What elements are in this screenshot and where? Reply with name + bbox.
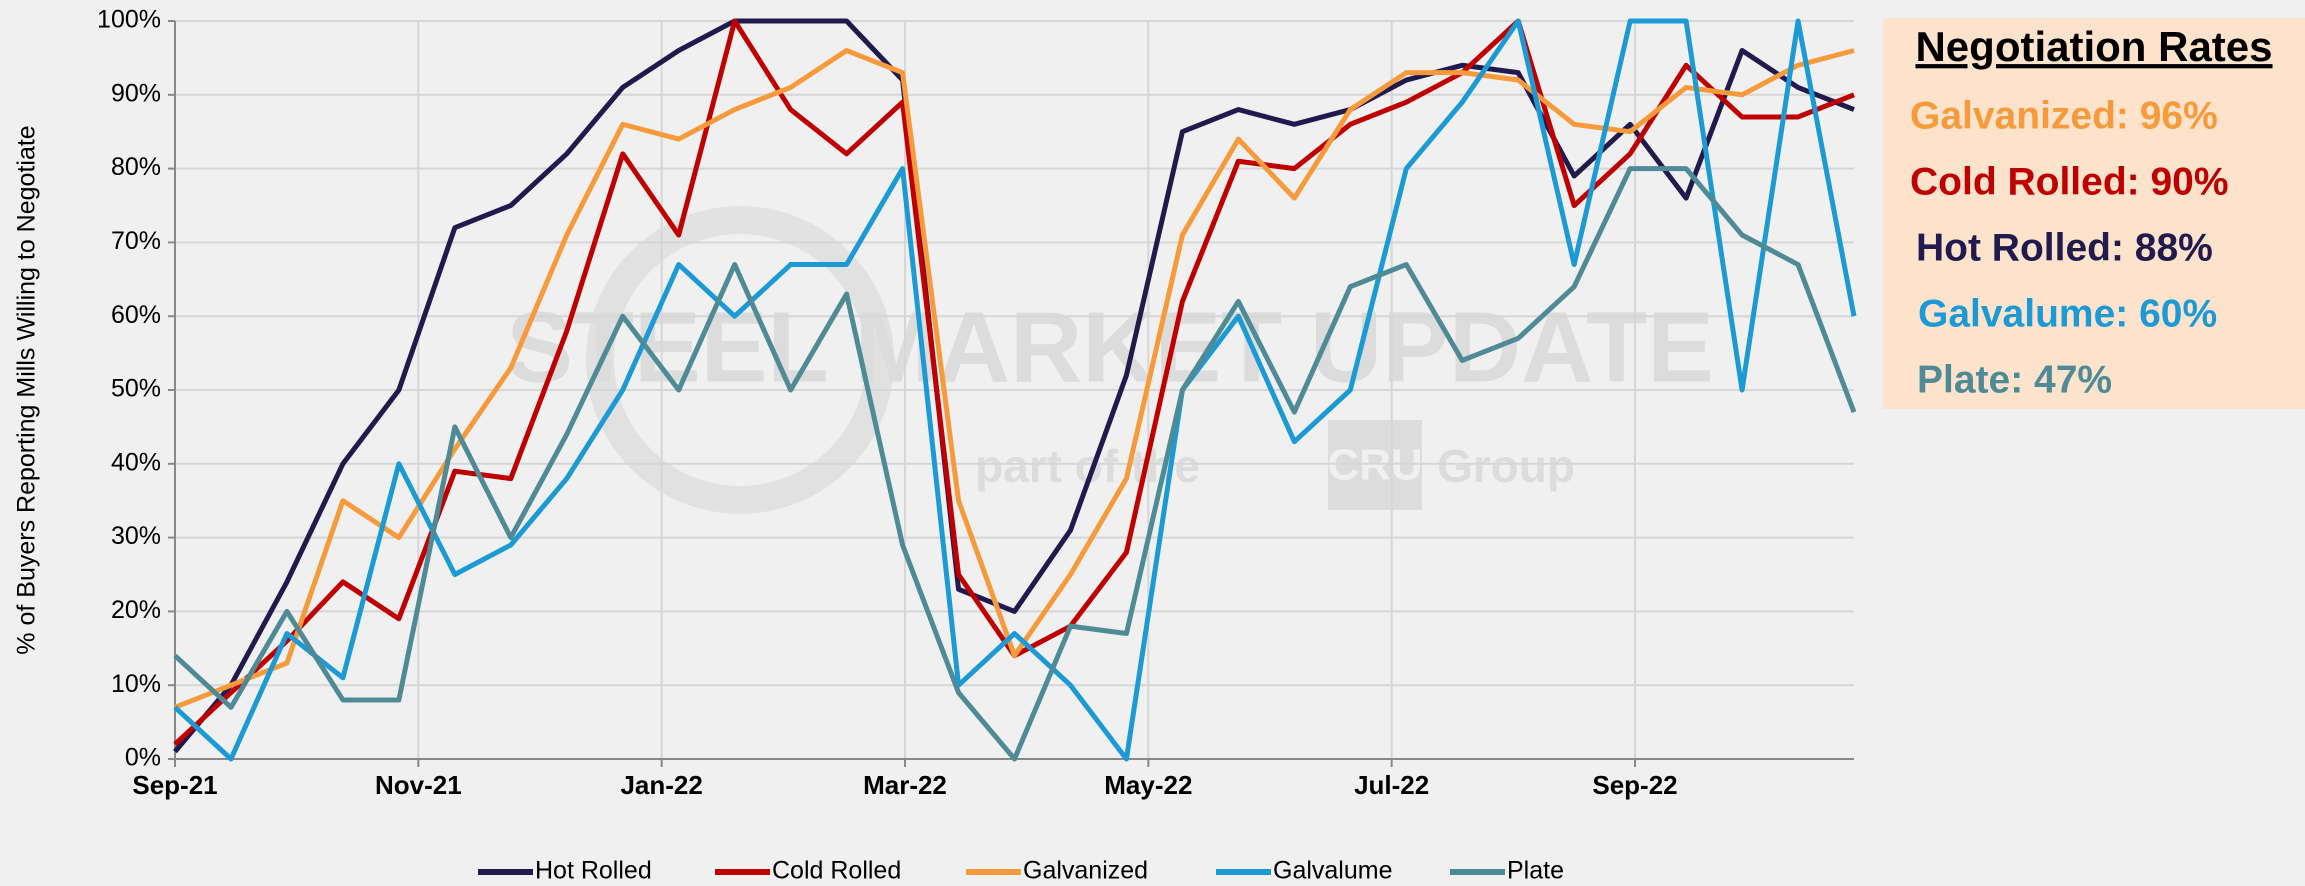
y-tick-label: 10% — [111, 670, 161, 698]
series-line — [173, 166, 1857, 762]
x-tick-label: Sep-22 — [1592, 770, 1677, 800]
y-tick-label: 100% — [97, 6, 161, 34]
panel-item: Galvanized: 96% — [1910, 94, 2218, 137]
y-tick-label: 40% — [111, 448, 161, 476]
x-tick-label: Mar-22 — [863, 770, 947, 800]
panel-item: Hot Rolled: 88% — [1916, 226, 2213, 269]
x-tick-label: May-22 — [1104, 770, 1192, 800]
watermark-group: Group — [1437, 440, 1575, 492]
rates-panel — [1883, 18, 2305, 409]
y-tick-label: 70% — [111, 227, 161, 255]
panel-title: Negotiation Rates — [1915, 23, 2272, 70]
legend-label: Cold Rolled — [772, 857, 901, 885]
watermark-logo: CRU — [1327, 441, 1422, 490]
watermark-brand: STEEL MARKET UPDATE — [506, 291, 1713, 403]
series-line — [174, 48, 1855, 710]
legend-label: Plate — [1507, 857, 1564, 885]
y-tick-label: 0% — [125, 744, 161, 772]
y-tick-label: 80% — [111, 153, 161, 181]
panel-item: Plate: 47% — [1917, 358, 2112, 401]
x-tick-label: Jan-22 — [620, 770, 702, 800]
series-line — [173, 18, 1855, 754]
x-tick-label: Nov-21 — [375, 770, 462, 800]
y-tick-label: 20% — [111, 596, 161, 624]
y-tick-label: 90% — [111, 79, 161, 107]
legend-label: Galvanized — [1023, 857, 1148, 885]
legend-label: Galvalume — [1273, 857, 1393, 885]
legend-label: Hot Rolled — [535, 857, 652, 885]
y-tick-label: 60% — [111, 301, 161, 329]
panel-item: Galvalume: 60% — [1918, 292, 2217, 335]
y-axis-label: % of Buyers Reporting Mills Willing to N… — [13, 125, 41, 654]
y-tick-label: 50% — [111, 375, 161, 403]
panel-item: Cold Rolled: 90% — [1910, 160, 2229, 203]
y-tick-label: 30% — [111, 522, 161, 550]
watermark-logo-box — [1328, 420, 1422, 510]
series-line — [173, 18, 1857, 762]
x-tick-label: Sep-21 — [132, 770, 217, 800]
x-tick-label: Jul-22 — [1354, 770, 1429, 800]
